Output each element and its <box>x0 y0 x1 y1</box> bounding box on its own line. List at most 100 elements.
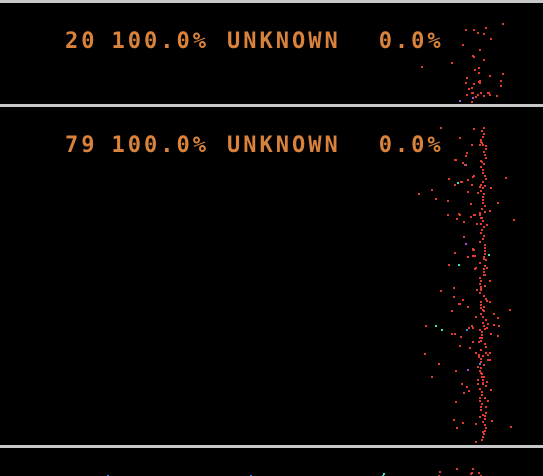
activity-dot <box>510 426 512 428</box>
activity-dot <box>483 306 485 308</box>
activity-dot <box>482 436 484 438</box>
activity-dot <box>418 193 420 195</box>
activity-dot <box>484 250 486 252</box>
activity-dot <box>483 433 485 435</box>
activity-dot <box>481 439 483 441</box>
activity-dot <box>475 316 477 318</box>
activity-dot <box>496 95 498 97</box>
activity-dot <box>500 85 502 87</box>
activity-dot <box>467 256 469 258</box>
activity-dot <box>481 229 483 231</box>
activity-dot <box>464 164 466 166</box>
activity-dot <box>483 95 485 97</box>
activity-dot <box>482 421 484 423</box>
activity-dot <box>483 258 485 260</box>
activity-dot <box>471 184 473 186</box>
activity-dot <box>477 192 479 194</box>
activity-dot <box>502 23 504 25</box>
activity-dot <box>513 219 515 221</box>
activity-dot <box>479 214 481 216</box>
activity-dot <box>457 182 459 184</box>
activity-dot <box>478 72 480 74</box>
activity-dot <box>459 345 461 347</box>
activity-dot <box>472 468 474 470</box>
activity-dot <box>463 392 465 394</box>
activity-dot <box>458 264 460 266</box>
activity-dot <box>479 262 481 264</box>
activity-dot <box>479 388 481 390</box>
activity-dot <box>465 82 467 84</box>
activity-dot <box>484 343 486 345</box>
activity-dot <box>481 331 483 333</box>
activity-dot <box>468 390 470 392</box>
pane-1[interactable]: 20 100.0% UNKNOWN 0.0% <box>0 3 543 104</box>
activity-dot <box>481 391 483 393</box>
activity-dot <box>471 144 473 146</box>
activity-dot <box>447 214 449 216</box>
activity-dot <box>490 38 492 40</box>
activity-dot <box>485 352 487 354</box>
activity-dot <box>470 203 472 205</box>
activity-dot <box>453 287 455 289</box>
pane-3[interactable]: 2 100.0% UNKNOWN 0.0% <box>0 448 543 476</box>
activity-dot <box>480 313 482 315</box>
activity-dot <box>471 87 473 89</box>
activity-dot <box>489 280 491 282</box>
activity-dot <box>455 401 457 403</box>
activity-dot <box>451 310 453 312</box>
pane-1-activity-plot <box>0 3 543 104</box>
activity-dot <box>493 313 495 315</box>
activity-dot <box>477 366 479 368</box>
activity-dot <box>424 353 426 355</box>
activity-dot <box>476 289 478 291</box>
activity-dot <box>486 327 488 329</box>
activity-dot <box>485 259 487 261</box>
activity-dot <box>485 157 487 159</box>
activity-dot <box>466 77 468 79</box>
activity-dot <box>467 179 469 181</box>
activity-dot <box>470 473 472 475</box>
activity-dot <box>448 264 450 266</box>
activity-dot <box>453 419 455 421</box>
activity-dot <box>481 394 483 396</box>
activity-dot <box>483 268 485 270</box>
activity-dot <box>468 327 470 329</box>
activity-dot <box>484 244 486 246</box>
activity-dot <box>465 243 467 245</box>
activity-dot <box>479 283 481 285</box>
activity-dot <box>484 424 486 426</box>
activity-dot <box>479 329 481 331</box>
activity-dot <box>480 406 482 408</box>
activity-dot <box>480 223 482 225</box>
pane-3-dots <box>107 468 482 476</box>
activity-dot <box>485 298 487 300</box>
activity-dot <box>473 83 475 85</box>
activity-dot <box>472 176 474 178</box>
activity-dot <box>484 253 486 255</box>
activity-dot <box>480 307 482 309</box>
activity-dot <box>483 295 485 297</box>
activity-dot <box>482 172 484 174</box>
activity-dot <box>431 376 433 378</box>
activity-dot <box>483 33 485 35</box>
activity-dot <box>489 352 491 354</box>
activity-dot <box>478 354 480 356</box>
activity-dot <box>485 148 487 150</box>
activity-dot <box>497 335 499 337</box>
activity-dot <box>461 383 463 385</box>
activity-dot <box>438 363 440 365</box>
activity-dot <box>451 62 453 64</box>
activity-dot <box>485 412 487 414</box>
activity-dot <box>456 218 458 220</box>
activity-dot <box>472 92 474 94</box>
activity-dot <box>469 347 471 349</box>
activity-dot <box>482 431 484 433</box>
activity-dot <box>483 364 485 366</box>
activity-dot <box>454 252 456 254</box>
activity-dot <box>482 199 484 201</box>
activity-dot <box>500 80 502 82</box>
activity-dot <box>483 256 485 258</box>
activity-dot <box>485 406 487 408</box>
pane-2[interactable]: 79 100.0% UNKNOWN 0.0% <box>0 107 543 445</box>
activity-dot <box>484 205 486 207</box>
